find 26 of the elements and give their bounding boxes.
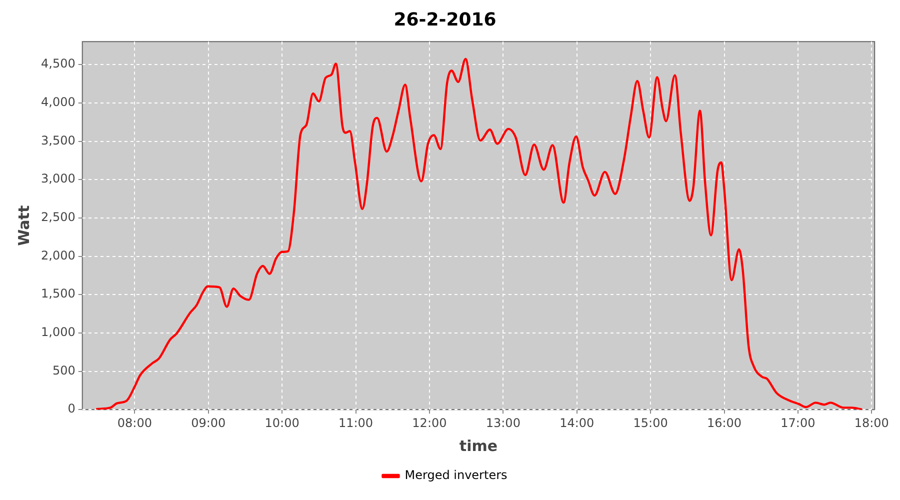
x-tick-label: 09:00 (191, 416, 226, 430)
x-tick-label: 17:00 (780, 416, 816, 430)
x-tick-label: 14:00 (560, 416, 594, 430)
x-tick-label: 08:00 (117, 416, 152, 430)
chart-title: 26-2-2016 (394, 9, 496, 30)
x-tick-label: 13:00 (486, 416, 520, 430)
x-tick-label: 16:00 (706, 416, 742, 430)
y-tick-label: 500 (52, 363, 76, 378)
y-tick-label: 2,500 (40, 210, 76, 224)
x-tick-label: 10:00 (264, 416, 300, 430)
y-axis-title: Watt (14, 205, 33, 246)
y-tick-label: 1,000 (40, 325, 76, 340)
y-tick-label: 1,500 (40, 286, 76, 301)
x-tick-label: 15:00 (633, 416, 668, 430)
line-series (96, 58, 862, 410)
y-tick-label: 4,500 (40, 56, 76, 71)
x-tick-label: 11:00 (338, 416, 374, 430)
x-axis-title: time (459, 436, 498, 455)
y-tick-label: 4,000 (40, 95, 76, 110)
x-tick-label: 18:00 (854, 416, 889, 430)
x-tick-label: 12:00 (412, 416, 447, 430)
y-tick-label: 3,000 (40, 172, 76, 186)
y-tick-label: 3,500 (40, 133, 76, 148)
legend-label: Merged inverters (404, 468, 508, 482)
y-tick-label: 2,000 (40, 248, 76, 262)
y-tick-label: 0 (68, 402, 76, 416)
